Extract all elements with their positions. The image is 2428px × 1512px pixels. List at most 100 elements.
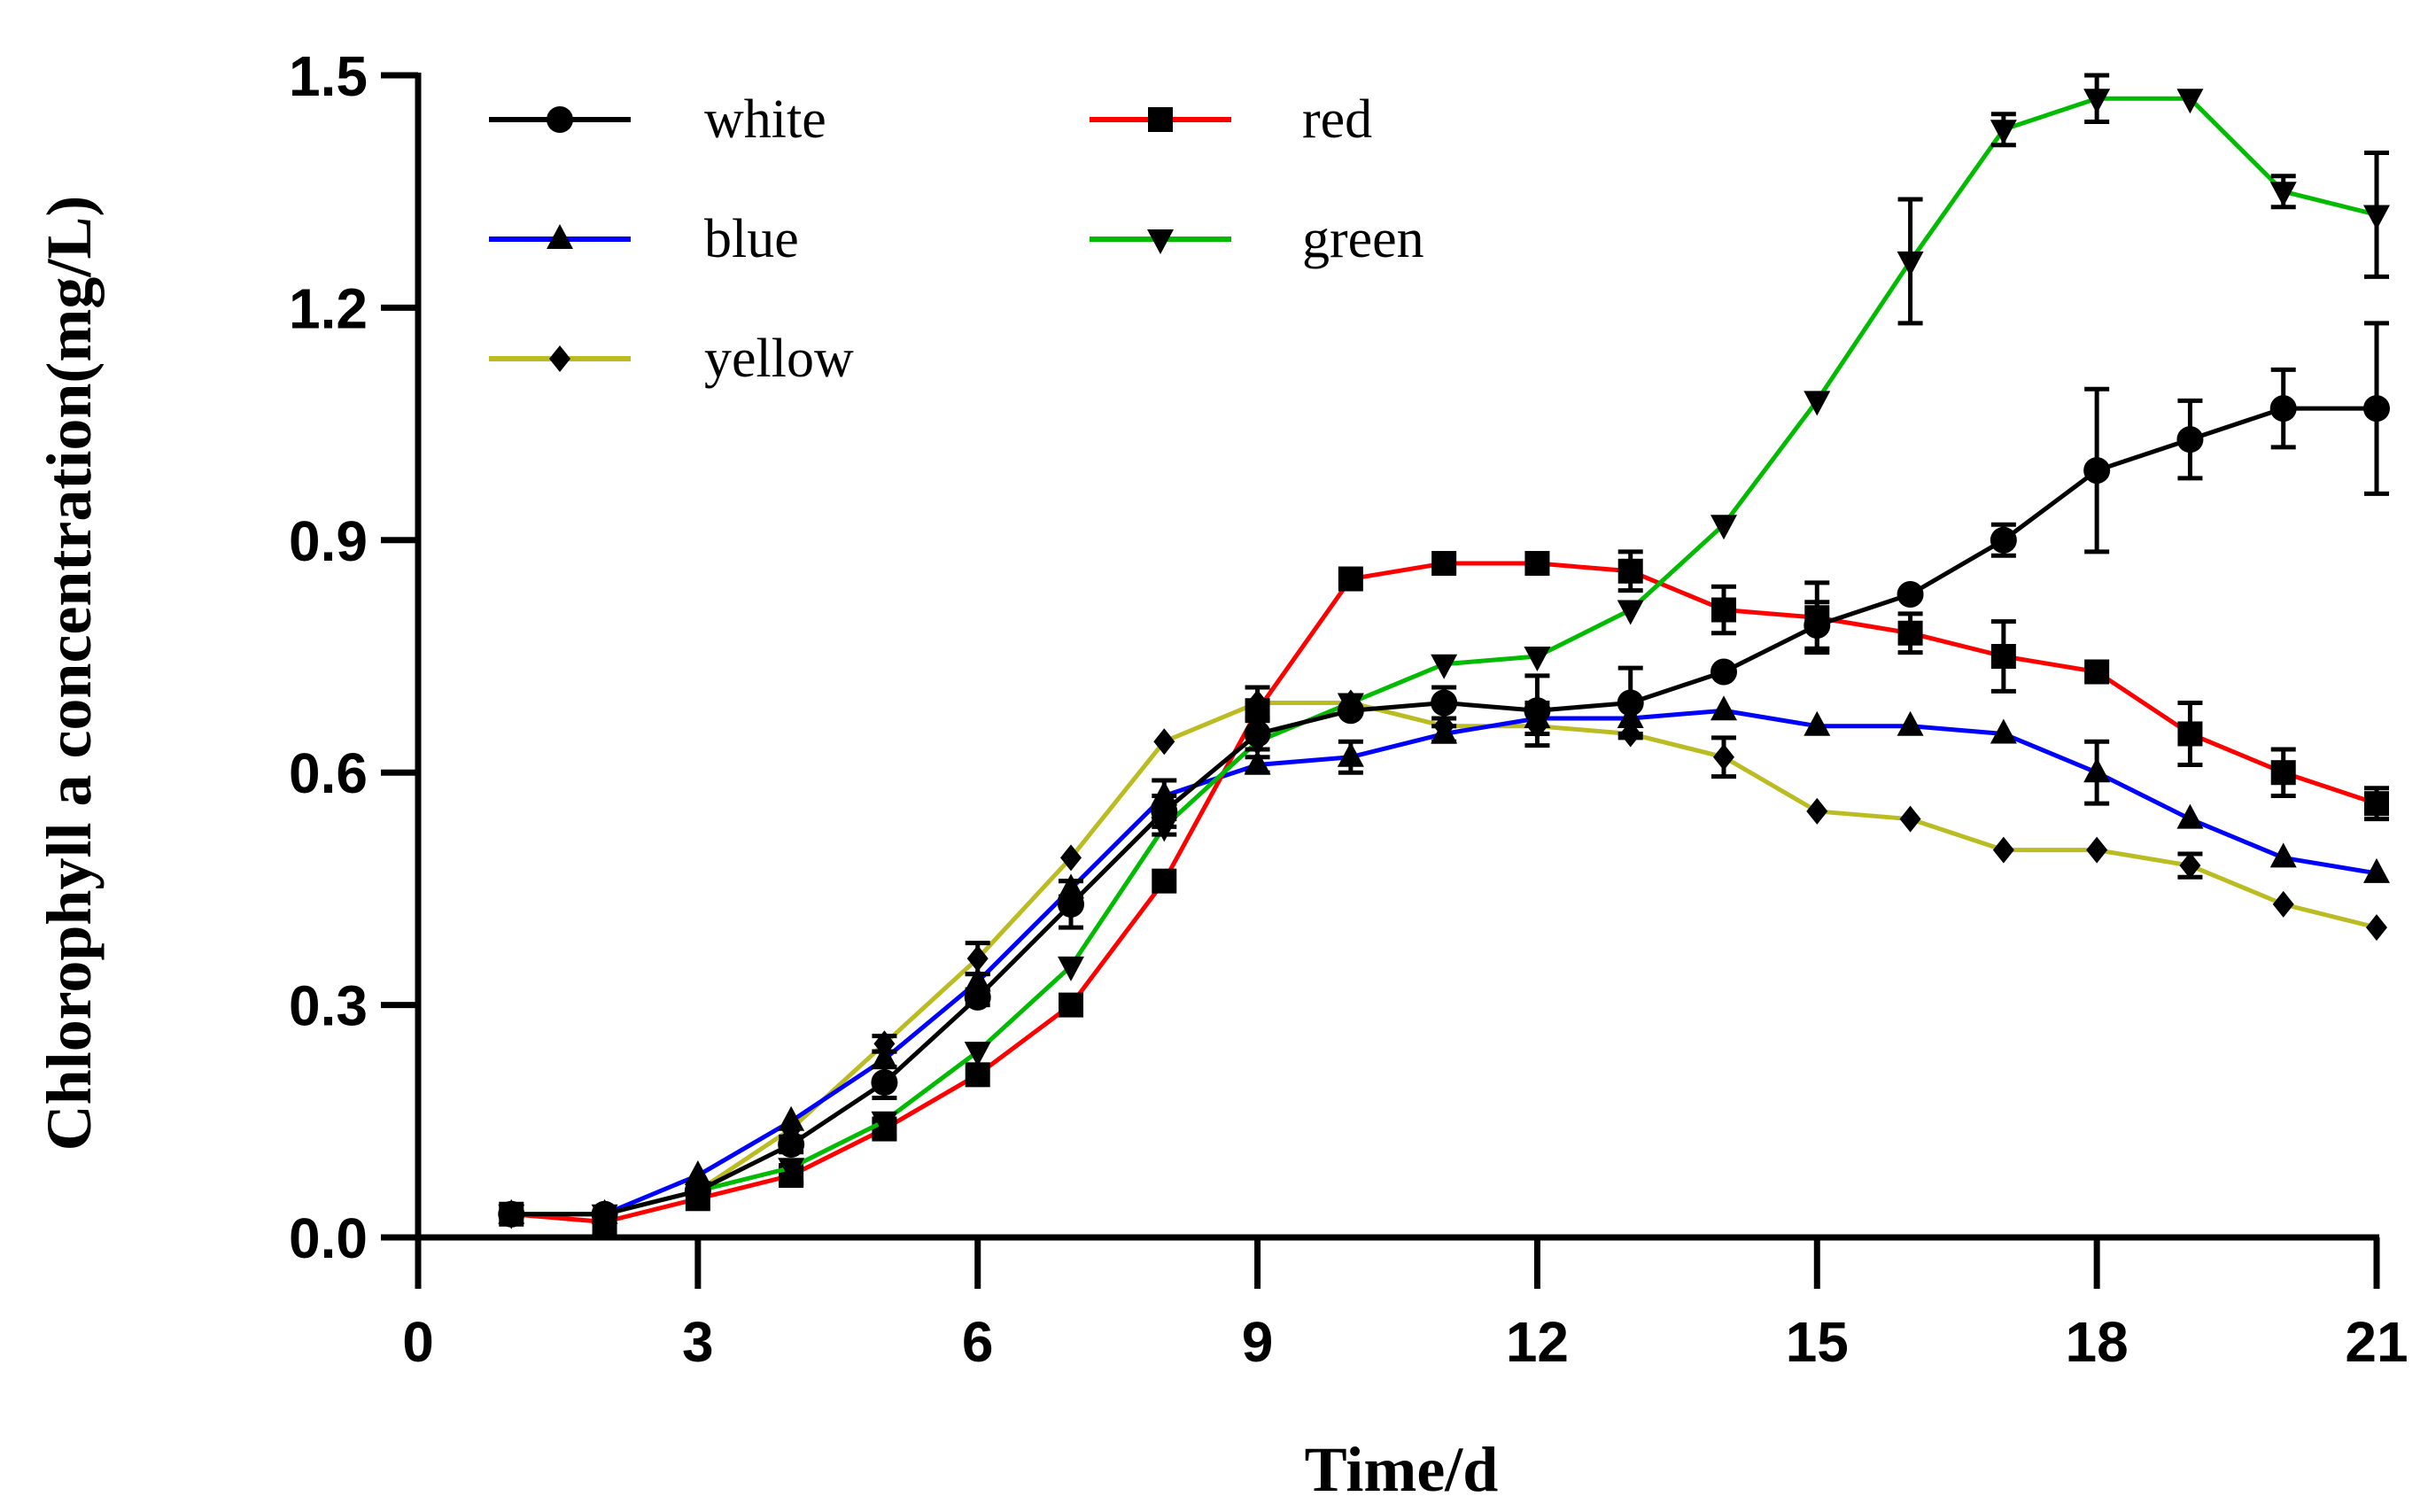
data-point-white xyxy=(1990,526,2017,554)
data-point-yellow xyxy=(2179,852,2201,880)
x-tick-label: 21 xyxy=(2345,1310,2408,1374)
data-point-red xyxy=(1059,992,1083,1018)
x-tick-label: 18 xyxy=(2066,1310,2129,1374)
x-tick-label: 6 xyxy=(962,1310,994,1374)
data-point-white xyxy=(1431,689,1458,717)
data-point-blue xyxy=(2176,803,2204,829)
legend-label-white: white xyxy=(704,89,826,150)
data-point-green xyxy=(778,1158,805,1183)
x-tick-label: 12 xyxy=(1506,1310,1569,1374)
data-point-white xyxy=(1244,720,1271,748)
data-point-red xyxy=(1524,551,1550,577)
data-point-blue xyxy=(2269,842,2297,868)
legend-label-red: red xyxy=(1302,89,1372,150)
data-point-white xyxy=(2083,457,2111,485)
data-point-red xyxy=(1711,597,1736,623)
data-point-blue xyxy=(1710,695,1737,721)
data-point-blue xyxy=(1897,710,1924,736)
data-point-green xyxy=(2176,89,2204,114)
data-point-white xyxy=(1524,697,1551,725)
data-point-yellow xyxy=(1899,805,1921,833)
legend-label-blue: blue xyxy=(704,209,799,269)
legend-item-red: red xyxy=(1090,89,1372,150)
y-tick-label: 0.3 xyxy=(289,974,368,1038)
plot-area xyxy=(498,73,2390,1235)
data-point-blue xyxy=(2083,757,2111,783)
data-point-yellow xyxy=(1713,743,1734,771)
data-point-yellow xyxy=(1060,844,1082,872)
data-point-white xyxy=(778,1131,805,1159)
data-point-green xyxy=(2269,182,2297,207)
data-point-white xyxy=(1337,697,1364,725)
data-point-blue xyxy=(1804,710,1831,736)
legend-item-blue: blue xyxy=(489,209,799,269)
data-point-blue xyxy=(1244,749,1271,775)
x-tick-label: 9 xyxy=(1242,1310,1274,1374)
data-point-red xyxy=(2177,721,2203,747)
data-point-yellow xyxy=(1806,797,1828,825)
y-axis-title: Chlorophyll a concentration(mg/L) xyxy=(34,196,105,1151)
data-point-red xyxy=(1617,558,1643,584)
data-point-green xyxy=(1524,647,1551,671)
y-tick-label: 0.0 xyxy=(289,1206,368,1270)
data-point-green xyxy=(1804,391,1831,416)
data-point-white xyxy=(1897,581,1924,609)
data-point-white xyxy=(591,1200,618,1228)
data-point-red xyxy=(1990,644,2016,669)
series-white xyxy=(498,321,2390,1228)
legend-label-yellow: yellow xyxy=(704,329,854,389)
data-point-green xyxy=(1431,654,1458,679)
data-point-red xyxy=(1152,868,1177,894)
legend: white red blue green yellow xyxy=(489,89,1424,389)
x-tick-label: 3 xyxy=(682,1310,714,1374)
data-point-white xyxy=(964,983,991,1011)
legend-item-yellow: yellow xyxy=(489,329,854,389)
data-point-white xyxy=(1710,658,1737,686)
data-point-blue xyxy=(1431,718,1458,744)
data-point-green xyxy=(1617,600,1644,625)
data-point-white xyxy=(684,1177,711,1205)
legend-marker-yellow xyxy=(549,345,570,372)
data-point-blue xyxy=(2363,857,2390,883)
data-point-yellow xyxy=(2366,914,2387,942)
legend-marker-blue xyxy=(547,224,573,249)
data-point-white xyxy=(1058,890,1084,918)
series-green xyxy=(498,73,2390,1229)
legend-marker-green xyxy=(1147,229,1174,254)
data-point-blue xyxy=(1151,780,1178,806)
data-point-green xyxy=(2083,89,2111,114)
legend-label-green: green xyxy=(1302,209,1424,269)
data-point-green xyxy=(871,1111,898,1136)
x-tick-label: 0 xyxy=(402,1310,434,1374)
legend-item-green: green xyxy=(1090,209,1424,269)
y-tick-label: 0.9 xyxy=(289,509,368,573)
data-point-red xyxy=(1897,620,1923,646)
data-point-green xyxy=(1897,251,1924,276)
data-point-blue xyxy=(1990,718,2017,744)
data-point-red xyxy=(2270,760,2296,786)
axes: 0 3 6 9 12 15 18 21 0.0 0.3 0.6 0.9 1.2 1.5 xyxy=(289,44,2409,1374)
data-point-white xyxy=(871,1069,898,1097)
data-point-white xyxy=(498,1200,525,1228)
data-point-blue xyxy=(778,1105,805,1131)
y-tick-label: 1.5 xyxy=(289,44,368,108)
data-point-yellow xyxy=(966,945,989,973)
legend-item-white: white xyxy=(489,89,826,150)
data-point-white xyxy=(2269,395,2297,423)
data-point-green xyxy=(2363,205,2390,230)
data-point-green xyxy=(1151,817,1178,842)
data-point-yellow xyxy=(2086,836,2108,864)
legend-marker-white xyxy=(547,106,573,133)
data-point-green xyxy=(1990,120,2017,145)
x-tick-label: 15 xyxy=(1786,1310,1849,1374)
data-point-red xyxy=(1338,566,1363,592)
data-point-blue xyxy=(1337,741,1364,767)
y-tick-label: 1.2 xyxy=(289,276,368,340)
data-point-red xyxy=(1431,551,1457,577)
data-point-yellow xyxy=(2272,890,2294,918)
x-axis-title: Time/d xyxy=(1305,1434,1499,1505)
legend-marker-red xyxy=(1148,107,1173,132)
data-point-green xyxy=(1710,515,1737,540)
data-point-yellow xyxy=(1153,728,1175,756)
